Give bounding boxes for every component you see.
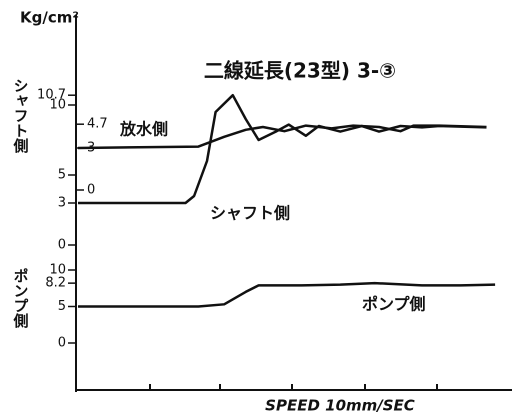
x-axis-label: SPEED 10mm/SEC [265, 397, 415, 415]
curve-label: ポンプ側 [362, 295, 426, 314]
side-label: ポンプ側 [12, 268, 30, 329]
y-tick-label: 5 [58, 168, 66, 183]
side-label: シャフト側 [12, 78, 30, 154]
chart-title: 二線延長(23型) 3-③ [204, 59, 396, 83]
curve-label: シャフト側 [210, 204, 290, 223]
line [78, 283, 495, 306]
y-tick-label: 5 [58, 299, 66, 314]
y-tick-label: 0 [87, 183, 95, 198]
y-tick-label: 4.7 [87, 117, 108, 132]
y-tick-label: 3 [58, 196, 66, 211]
y-tick-label: 0 [58, 238, 66, 253]
y-axis-label: Kg/cm² [20, 9, 79, 27]
line [78, 95, 487, 203]
y-tick-label: 10.7 [37, 88, 66, 103]
y-tick-label: 10 [49, 263, 66, 278]
y-tick-label: 8.2 [45, 276, 66, 291]
y-tick-label: 0 [58, 336, 66, 351]
curve-label: 放水側 [119, 120, 168, 139]
chart: Kg/cm² 二線延長(23型) 3-③ SPEED 10mm/SEC シャフト… [0, 0, 520, 418]
